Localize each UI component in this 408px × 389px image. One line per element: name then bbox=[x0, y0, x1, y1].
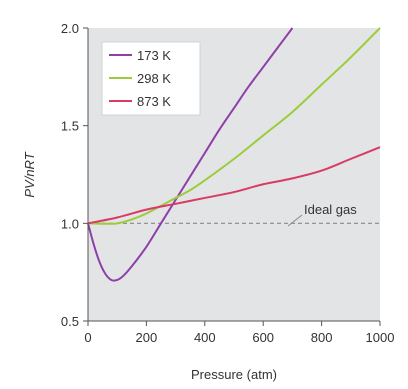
legend-label-873k: 873 K bbox=[137, 94, 171, 109]
y-axis-label: PV/nRT bbox=[22, 151, 37, 197]
legend: 173 K 298 K 873 K bbox=[101, 41, 201, 116]
y-tick-label: 2.0 bbox=[61, 21, 79, 36]
legend-label-173k: 173 K bbox=[137, 48, 171, 63]
x-tick-label: 400 bbox=[194, 330, 216, 345]
x-tick-label: 600 bbox=[252, 330, 274, 345]
y-tick-label: 1.5 bbox=[61, 119, 79, 134]
series-line-173k bbox=[87, 27, 294, 282]
x-tick-label: 800 bbox=[311, 330, 333, 345]
series-line-873k bbox=[87, 146, 381, 225]
ideal-gas-leader bbox=[287, 214, 303, 227]
y-tick-label: 1.0 bbox=[61, 216, 79, 231]
legend-label-298k: 298 K bbox=[137, 71, 171, 86]
x-tick-label: 1000 bbox=[366, 330, 395, 345]
x-tick-label: 200 bbox=[136, 330, 158, 345]
x-tick-label: 0 bbox=[84, 330, 91, 345]
y-tick-label: 0.5 bbox=[61, 314, 79, 329]
series-line-298k bbox=[87, 27, 381, 225]
x-axis-label: Pressure (atm) bbox=[191, 367, 277, 382]
ideal-gas-label: Ideal gas bbox=[304, 202, 357, 217]
